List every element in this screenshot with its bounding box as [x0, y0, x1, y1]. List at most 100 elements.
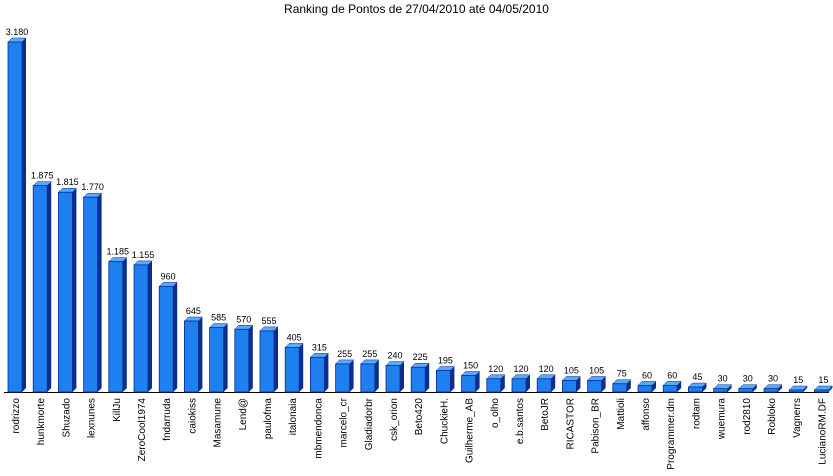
value-label: 1.155 [132, 250, 155, 260]
value-label: 555 [261, 316, 276, 326]
category-label: Lend@ [238, 398, 249, 430]
bar-Shuzado [57, 187, 78, 393]
bar-side [97, 193, 102, 392]
bar-front [763, 388, 779, 393]
bar-front [209, 327, 225, 393]
bar-front [158, 285, 174, 393]
category-label: fndarruda [162, 398, 173, 441]
value-label: 120 [539, 364, 554, 374]
bar-side [374, 359, 379, 392]
category-label: Mattioli [616, 398, 627, 430]
bar-side [500, 374, 505, 392]
category-label: KillJu [112, 398, 123, 422]
bar-side [400, 361, 404, 392]
bar-side [148, 260, 152, 392]
category-label: Programmer.dm [666, 398, 677, 470]
bar-front [259, 330, 275, 393]
bar-front [511, 378, 527, 393]
value-label: 120 [513, 364, 528, 374]
value-label: 105 [589, 365, 604, 375]
category-label: lexnunes [87, 398, 98, 438]
bar-side [475, 371, 480, 392]
category-label: Robloko [767, 398, 778, 435]
bar-side [22, 38, 26, 392]
category-label: RICASTOR [565, 398, 576, 450]
bar-side [425, 363, 430, 392]
value-label: 240 [387, 351, 402, 361]
value-label: 255 [337, 349, 352, 359]
bar-Vagnerrs [788, 385, 808, 393]
category-label: caiokiss [187, 398, 198, 434]
bar-side [223, 323, 228, 392]
bar-side [248, 325, 253, 392]
category-label: hunkmorte [36, 398, 47, 446]
bar-side [652, 381, 656, 392]
value-label: 60 [642, 370, 652, 380]
bar-italonaia [284, 343, 304, 393]
bar-Mattioli [612, 379, 632, 393]
bar-Guilherme_AB [460, 371, 481, 393]
bar-side [173, 282, 178, 392]
bar-LucianoRM.DF [813, 385, 833, 393]
bar-affonso [637, 381, 657, 393]
bar-side [778, 384, 782, 392]
value-label: 1.815 [56, 177, 79, 187]
bar-side [349, 359, 354, 392]
category-label: Masamune [213, 398, 224, 448]
category-label: LucianoRM.DF [817, 398, 828, 465]
bar-front [108, 261, 124, 393]
bar-side [803, 386, 808, 392]
bar-KillJu [108, 257, 128, 393]
bar-Programmer.dm [662, 381, 682, 393]
bar-side [828, 386, 833, 392]
bar-Beto420 [410, 362, 430, 393]
category-label: rodrizzo [11, 398, 22, 434]
bar-side [299, 343, 304, 392]
bar-caiokiss [183, 316, 204, 393]
bar-side [677, 381, 682, 392]
bar-side [72, 188, 77, 392]
bar-side [47, 181, 52, 392]
value-label: 30 [743, 374, 753, 384]
bar-side [122, 257, 127, 392]
bar-front [562, 380, 577, 393]
bar-front [688, 386, 703, 393]
value-label: 15 [818, 375, 828, 385]
bar-front [738, 388, 754, 393]
bar-side [526, 374, 530, 392]
value-label: 3.180 [6, 27, 29, 37]
bar-hunkmorte [32, 181, 52, 393]
value-label: 585 [211, 313, 226, 323]
bar-lexnunes [82, 192, 103, 393]
bar-front [637, 384, 653, 393]
bar-front [83, 196, 98, 393]
bar-side [324, 353, 329, 392]
value-label: 1.875 [31, 171, 54, 181]
value-label: 60 [667, 370, 677, 380]
bar-front [788, 389, 804, 393]
bar-Lend@ [234, 325, 254, 393]
bar-front [410, 366, 426, 393]
bar-ChuckieH. [435, 366, 456, 393]
bar-side [274, 326, 278, 392]
bar-front [58, 191, 73, 393]
bar-side [198, 317, 203, 392]
bar-RICASTOR [561, 376, 582, 393]
bar-front [662, 384, 678, 393]
bar-marcelo_cr [334, 359, 355, 393]
bar-paulofma [259, 326, 279, 393]
bar-front [587, 380, 602, 393]
category-label: affonso [641, 398, 652, 431]
bar-fndarruda [158, 282, 178, 393]
bar-Masamune [208, 323, 229, 393]
bar-front [486, 378, 502, 393]
value-label: 570 [236, 314, 251, 324]
category-label: rod2810 [742, 398, 753, 435]
value-label: 150 [463, 360, 478, 370]
bar-front [7, 41, 23, 393]
category-label: ChuckieH. [439, 398, 450, 444]
value-label: 30 [718, 374, 728, 384]
value-label: 960 [161, 271, 176, 281]
category-label: csk_orion [389, 398, 400, 441]
